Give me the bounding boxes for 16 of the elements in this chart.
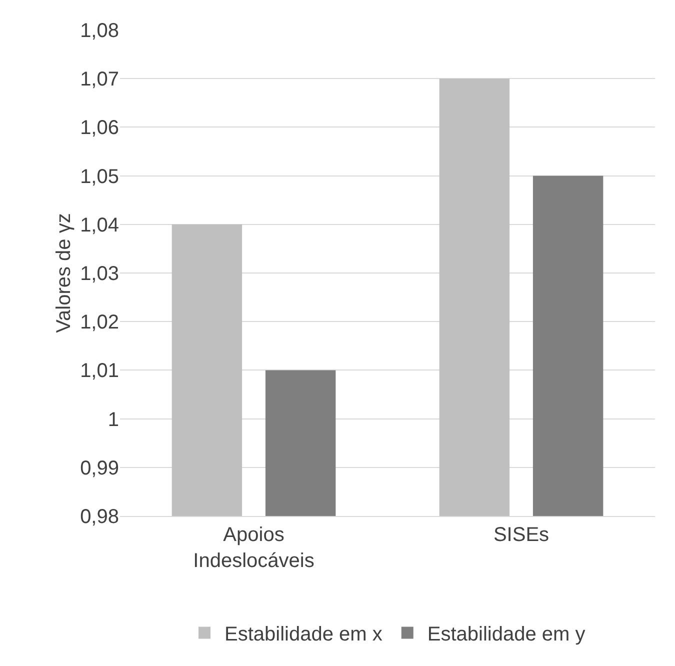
legend-label: Estabilidade em x	[224, 624, 382, 646]
y-tick-label: 1	[108, 408, 119, 431]
y-tick-label: 1,06	[80, 117, 119, 140]
y-tick-label: 0,99	[80, 457, 119, 480]
y-axis-title: Valores de γz	[53, 213, 75, 333]
y-tick-label: 0,98	[80, 506, 119, 528]
x-tick-label: SISEs	[493, 524, 550, 546]
y-tick-label: 1,03	[80, 263, 119, 285]
y-tick-label: 1,08	[80, 20, 119, 42]
y-tick-label: 1,02	[80, 312, 119, 334]
legend-label: Estabilidade em y	[427, 624, 586, 646]
y-tick-label: 1,01	[80, 360, 119, 382]
y-tick-label: 1,05	[80, 166, 119, 188]
y-tick-label: 1,04	[80, 214, 119, 236]
y-tick-label: 1,07	[80, 68, 119, 91]
x-tick-label: Apoios Indeslocáveis	[193, 524, 314, 572]
